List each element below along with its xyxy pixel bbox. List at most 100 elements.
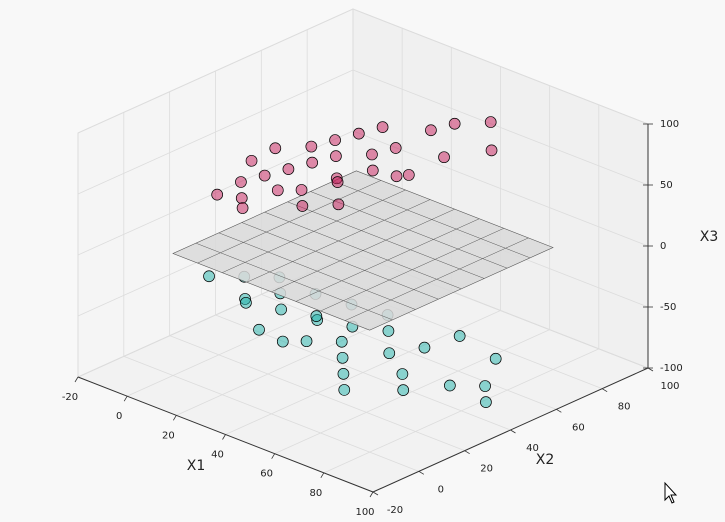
x-tick [222, 434, 226, 440]
point [331, 176, 344, 189]
point [300, 335, 313, 348]
x-tick-label: 100 [355, 507, 374, 518]
point [310, 310, 323, 322]
y-tick [464, 450, 470, 455]
y-tick-label: 80 [618, 402, 631, 413]
point [480, 396, 492, 408]
point [453, 330, 466, 342]
point [489, 352, 502, 365]
x-tick [74, 376, 79, 383]
y-tick-label: 100 [660, 381, 679, 392]
point [203, 270, 215, 283]
plane-grid [344, 237, 529, 321]
point [235, 176, 247, 188]
point [236, 202, 249, 214]
x-tick-label: 20 [162, 430, 175, 441]
z-tick-label: 50 [660, 180, 673, 191]
z-axis-label: X3 [700, 229, 719, 245]
grid-line [215, 314, 511, 431]
grid-line [261, 293, 557, 410]
x-tick [271, 453, 276, 459]
point [337, 368, 350, 380]
grid-line [352, 130, 649, 247]
point [396, 368, 409, 380]
y-tick [418, 470, 425, 475]
y-tick [372, 491, 379, 496]
z-tick-label: -50 [660, 302, 676, 313]
plane-grid [333, 180, 531, 259]
point [418, 341, 431, 354]
point [240, 296, 252, 309]
point [275, 303, 287, 316]
plane-grid [295, 218, 480, 302]
y-tick-label: 20 [480, 464, 493, 475]
y-tick-label: 0 [438, 484, 444, 495]
x-tick-label: 0 [116, 411, 122, 422]
y-tick [556, 408, 562, 413]
point [366, 164, 379, 177]
point [383, 347, 396, 360]
y-tick-label: -20 [387, 505, 403, 516]
point [366, 148, 378, 161]
point [305, 140, 318, 153]
point [402, 169, 415, 181]
point [330, 150, 342, 162]
point [382, 325, 395, 337]
x-tick-label: 80 [309, 488, 322, 499]
x-tick [123, 395, 128, 402]
point [352, 127, 365, 140]
cursor [664, 481, 678, 504]
x-axis-label: X1 [187, 458, 206, 474]
point [211, 188, 224, 201]
point [269, 142, 282, 155]
point [282, 163, 295, 175]
plane-grid [264, 211, 462, 290]
point [276, 335, 289, 348]
plane-grid [320, 228, 504, 312]
point [335, 335, 348, 348]
grid-line [77, 8, 354, 134]
y-tick [601, 388, 608, 393]
point [338, 384, 351, 396]
point [438, 151, 450, 164]
point [332, 198, 345, 211]
point [336, 351, 349, 364]
point [295, 184, 308, 196]
x-tick-label: 40 [211, 450, 224, 461]
point [271, 184, 284, 197]
x-tick [172, 415, 177, 421]
point [389, 142, 402, 154]
z-tick-label: -100 [660, 363, 683, 374]
x-tick-label: -20 [62, 392, 78, 403]
point [296, 200, 309, 212]
point [235, 192, 248, 204]
point [485, 144, 498, 157]
x-tick [369, 491, 374, 498]
point [444, 379, 456, 392]
point [479, 380, 491, 392]
point [245, 154, 258, 167]
point [390, 170, 403, 183]
y-tick [510, 429, 516, 434]
x-tick [320, 472, 325, 479]
point [253, 323, 265, 336]
marks [172, 116, 554, 408]
point [425, 124, 437, 137]
y-tick [647, 367, 654, 372]
point [484, 116, 497, 128]
y-tick-label: 60 [572, 422, 585, 433]
point [376, 121, 389, 133]
y-axis-label: X2 [536, 452, 555, 468]
grid-line [169, 335, 465, 452]
grid-line [352, 69, 649, 186]
point [448, 117, 461, 130]
grid-line [352, 8, 649, 125]
plane-grid [287, 201, 485, 279]
point [397, 384, 410, 396]
z-tick-label: 100 [660, 119, 679, 130]
x-tick-label: 60 [260, 469, 273, 480]
grid-line [77, 69, 354, 195]
point [329, 134, 341, 146]
point [306, 156, 319, 169]
